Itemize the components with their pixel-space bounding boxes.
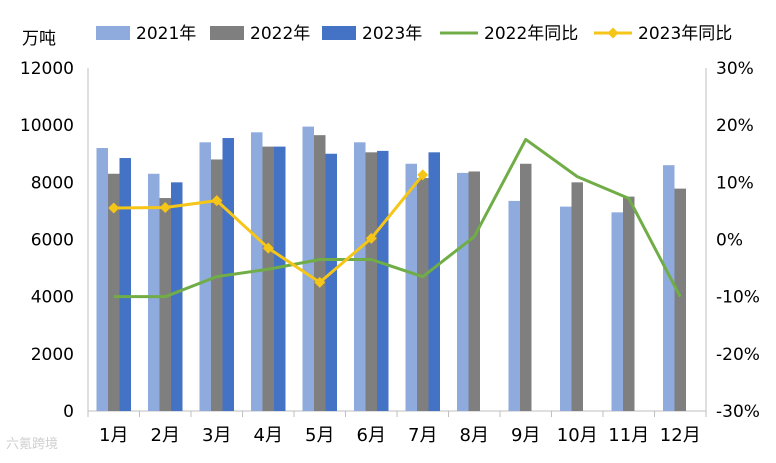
y2-tick-label: -10% [716,288,760,308]
bar-2022年-4月 [262,146,274,411]
y2-tick-label: 20% [716,116,754,136]
bar-2022年-8月 [468,171,480,411]
axes [87,68,707,417]
y-tick-label: 6000 [31,231,74,251]
y2-tick-label: 0% [716,231,743,251]
bar-2022年-9月 [520,163,532,411]
bar-2021年-3月 [199,142,211,412]
bar-2022年-6月 [365,152,377,411]
point-2023年同比 [417,169,429,181]
bar-2021年-2月 [148,173,160,411]
point-2023年同比 [108,202,120,214]
bar-2021年-11月 [611,212,623,411]
line-2022年同比 [113,137,682,299]
legend-swatch-2022年 [210,26,244,40]
y-tick-label: 8000 [31,173,74,193]
bar-2023年-2月 [171,182,183,411]
bar-2022年-11月 [623,196,635,411]
bar-2022年-1月 [108,173,120,411]
bar-2021年-1月 [96,148,108,412]
legend-marker-2023年同比 [607,27,619,39]
x-tick-label: 7月 [408,425,437,446]
bar-2021年-12月 [663,165,675,411]
bar-2023年-7月 [428,152,440,411]
y2-tick-label: -30% [716,402,760,422]
bar-2021年-9月 [508,200,520,411]
y-tick-label: 2000 [31,345,74,365]
legend: 2021年 2022年 2023年 2022年同比 2023年同比 [96,24,732,44]
bar-2022年-5月 [314,135,326,411]
tick-labels: 0 2000 4000 6000 8000 10000 12000 -30% -20% -10% 0… [20,59,760,446]
x-tick-label: 12月 [660,425,701,446]
x-tick-label: 5月 [305,425,334,446]
y2-tick-label: -20% [716,345,760,365]
x-tick-label: 8月 [460,425,489,446]
y-tick-label: 10000 [20,116,74,136]
legend-label-2022年: 2022年 [250,24,310,44]
y-axis-unit-label: 万吨 [22,29,56,49]
bar-2021年-7月 [405,163,417,411]
lines [108,137,682,299]
bar-2021年-10月 [560,206,572,411]
bar-2023年-1月 [119,158,131,411]
x-tick-label: 2月 [151,425,180,446]
y2-tick-label: 10% [716,173,754,193]
bars [96,126,686,412]
bar-2022年-2月 [159,198,171,411]
legend-label-2023年: 2023年 [362,24,422,44]
x-tick-label: 6月 [357,425,386,446]
bar-2023年-5月 [325,153,337,411]
y-tick-label: 0 [63,402,74,422]
bar-2022年-12月 [674,188,686,411]
bar-2021年-6月 [354,142,366,412]
bar-2021年-5月 [302,126,314,412]
x-tick-label: 10月 [557,425,598,446]
bar-2023年-6月 [377,150,389,411]
point-2023年同比 [262,242,274,254]
bar-2022年-7月 [417,178,429,411]
legend-label-2023年同比: 2023年同比 [638,24,732,44]
bar-2022年-3月 [211,159,223,411]
point-2023年同比 [365,232,377,244]
legend-label-2022年同比: 2022年同比 [484,24,578,44]
legend-swatch-2021年 [96,26,130,40]
y2-tick-label: 30% [716,59,754,79]
legend-label-2021年: 2021年 [136,24,196,44]
x-tick-label: 4月 [254,425,283,446]
legend-swatch-2023年 [322,26,356,40]
x-tick-label: 3月 [202,425,231,446]
bar-2023年-4月 [274,146,286,411]
x-tick-label: 11月 [608,425,649,446]
bar-2021年-8月 [457,172,469,411]
y-tick-label: 4000 [31,288,74,308]
watermark: 六氪跨境 [6,436,58,452]
x-tick-label: 1月 [99,425,128,446]
x-tick-label: 9月 [511,425,540,446]
point-2023年同比 [211,195,223,207]
point-2023年同比 [314,276,326,288]
y-tick-label: 12000 [20,59,74,79]
point-2023年同比 [159,201,171,213]
bar-2022年-10月 [571,182,583,411]
